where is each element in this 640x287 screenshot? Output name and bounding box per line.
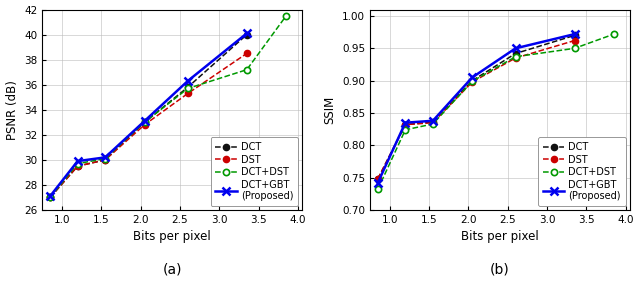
DST [141,123,148,127]
DCT+DST [101,157,109,160]
DST [401,123,409,126]
DCT+DST [184,87,191,90]
DST [243,52,251,55]
DCT [571,34,579,37]
DCT+GBT
(Proposed) [184,79,191,83]
DCT+DST [46,196,54,199]
DCT+DST [74,162,81,165]
Line: DCT+GBT
(Proposed): DCT+GBT (Proposed) [46,30,251,200]
DCT+GBT
(Proposed) [511,46,519,50]
DST [468,80,476,84]
DCT [243,33,251,36]
DST [429,121,436,125]
Line: DST: DST [374,38,578,182]
DCT+GBT
(Proposed) [46,195,54,198]
Line: DCT+DST: DCT+DST [374,31,617,192]
DCT [511,52,519,55]
DCT+GBT
(Proposed) [571,32,579,36]
DCT+DST [429,122,436,126]
Line: DCT: DCT [47,32,250,201]
DCT+DST [401,128,409,131]
Text: (a): (a) [163,262,182,276]
Y-axis label: SSIM: SSIM [323,96,337,124]
DCT+GBT
(Proposed) [401,121,409,125]
DCT+DST [243,68,251,71]
DCT+GBT
(Proposed) [468,76,476,79]
DCT+GBT
(Proposed) [74,159,81,163]
DCT+DST [468,79,476,83]
DCT+DST [374,188,381,191]
DST [511,56,519,60]
DST [74,164,81,168]
Line: DCT+GBT
(Proposed): DCT+GBT (Proposed) [374,30,579,187]
Legend: DCT, DST, DCT+DST, DCT+GBT
(Proposed): DCT, DST, DCT+DST, DCT+GBT (Proposed) [538,137,626,206]
DCT [429,120,436,124]
DST [101,158,109,162]
DCT+DST [282,14,290,18]
Text: (b): (b) [490,262,509,276]
DCT [374,177,381,181]
Line: DCT: DCT [374,32,578,182]
DCT+GBT
(Proposed) [243,32,251,35]
X-axis label: Bits per pixel: Bits per pixel [461,230,539,243]
DCT [46,196,54,199]
Y-axis label: PSNR (dB): PSNR (dB) [6,80,19,140]
Line: DST: DST [47,50,250,201]
DCT+DST [141,121,148,124]
DCT [74,164,81,168]
DCT+GBT
(Proposed) [101,156,109,159]
DCT+DST [610,32,618,36]
Line: DCT+DST: DCT+DST [47,13,289,201]
DCT+DST [511,55,519,59]
X-axis label: Bits per pixel: Bits per pixel [133,230,211,243]
DCT [141,121,148,124]
DCT [401,123,409,126]
Legend: DCT, DST, DCT+DST, DCT+GBT
(Proposed): DCT, DST, DCT+DST, DCT+GBT (Proposed) [211,137,298,206]
DCT+DST [571,46,579,50]
DCT+GBT
(Proposed) [141,119,148,123]
DCT+GBT
(Proposed) [374,181,381,185]
DCT [101,158,109,162]
DCT+GBT
(Proposed) [429,119,436,123]
DST [571,39,579,42]
DST [184,92,191,95]
DCT [184,86,191,89]
DCT [468,79,476,82]
DST [46,196,54,199]
DST [374,177,381,181]
